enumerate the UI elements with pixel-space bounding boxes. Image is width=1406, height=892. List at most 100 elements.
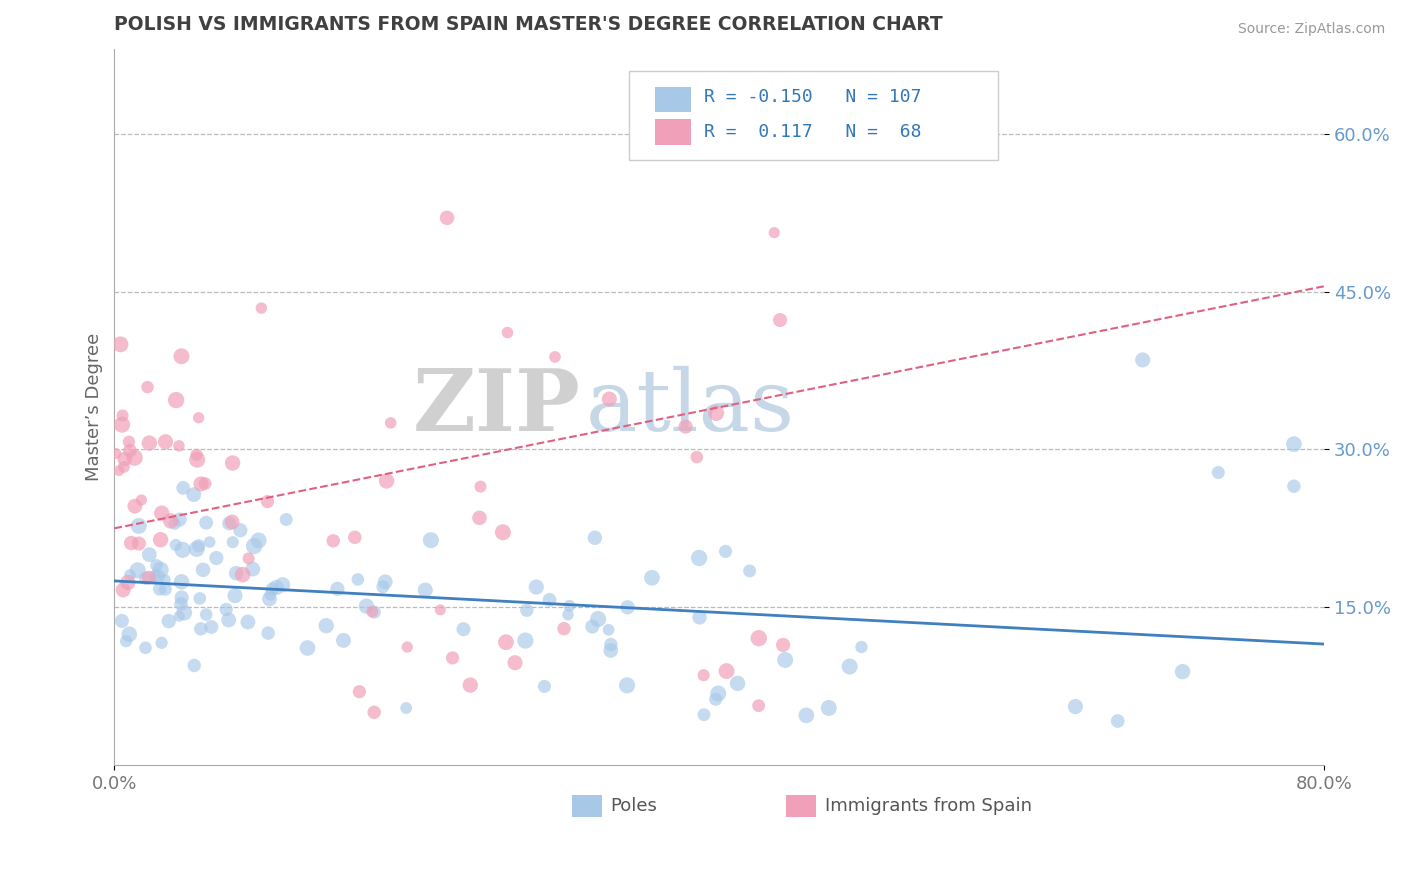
Point [375,474,398,488]
Point [516,603,538,617]
Point [150,506,173,520]
Bar [572,795,602,817]
Point [159,514,181,528]
Point [190,622,212,636]
Point [155,582,177,597]
Point [396,640,419,654]
Point [533,680,555,694]
Point [127,563,149,577]
FancyBboxPatch shape [628,71,997,161]
Point [1282,479,1305,493]
Point [413,583,436,598]
Point [167,439,190,453]
Point [112,459,135,474]
Point [515,633,537,648]
Point [266,581,288,595]
Point [581,619,603,633]
Point [257,626,280,640]
Point [190,476,212,491]
Point [748,631,770,645]
Point [153,573,176,587]
Point [218,516,240,531]
Point [111,409,134,423]
Point [689,610,711,624]
Point [714,544,737,558]
Point [557,607,579,622]
Text: Source: ZipAtlas.com: Source: ZipAtlas.com [1237,22,1385,37]
Point [496,326,519,340]
Point [315,618,337,632]
Point [727,676,749,690]
Point [838,659,860,673]
Point [115,634,138,648]
Point [616,678,638,692]
Point [276,512,298,526]
Point [374,574,396,589]
Point [167,609,190,624]
Bar [655,87,692,112]
Point [247,533,270,548]
Text: Immigrants from Spain: Immigrants from Spain [824,797,1032,815]
Point [117,575,139,590]
Point [186,448,208,462]
Text: Poles: Poles [610,797,657,815]
Point [183,658,205,673]
Point [583,531,606,545]
Point [229,523,252,537]
Point [598,392,620,406]
Point [271,578,294,592]
Point [138,571,160,585]
Point [118,627,141,641]
Point [748,698,770,713]
Point [616,600,638,615]
Point [470,480,492,494]
Point [453,622,475,636]
Point [112,582,135,597]
Point [259,591,281,606]
Point [118,443,141,458]
Point [183,488,205,502]
Point [704,692,727,706]
Point [157,614,180,628]
Point [586,612,609,626]
Point [468,511,491,525]
Point [128,536,150,550]
Point [194,476,217,491]
Point [108,464,131,478]
Point [363,605,385,619]
Point [524,580,547,594]
Point [796,708,818,723]
Point [704,406,727,420]
Point [322,533,344,548]
Point [675,419,697,434]
Point [395,701,418,715]
Point [380,416,402,430]
Point [1171,665,1194,679]
Point [436,211,458,225]
Point [172,542,194,557]
Point [124,499,146,513]
Point [170,591,193,605]
Point [716,664,738,678]
Point [188,591,211,606]
Point [114,452,136,467]
Point [165,538,187,552]
Point [136,380,159,394]
Point [128,519,150,533]
Point [198,535,221,549]
Point [356,599,378,614]
Point [738,564,761,578]
Point [538,592,561,607]
Point [544,350,567,364]
Point [165,393,187,408]
Point [429,603,451,617]
Point [262,582,284,596]
Text: R =  0.117   N =  68: R = 0.117 N = 68 [703,123,921,141]
Point [118,434,141,449]
Point [145,558,167,573]
Point [110,337,132,351]
Point [135,640,157,655]
Point [259,588,281,602]
Point [149,582,172,596]
Point [221,456,243,470]
